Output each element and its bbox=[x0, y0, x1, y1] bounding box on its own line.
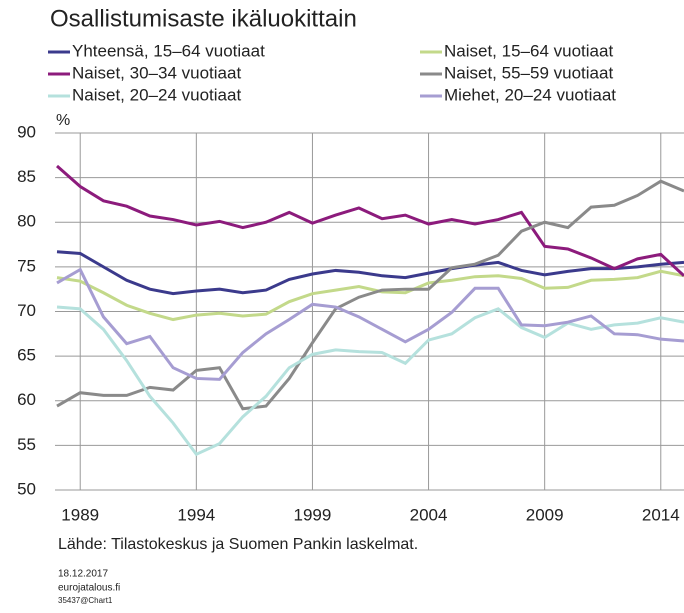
y-tick-label: 80 bbox=[17, 212, 36, 231]
y-unit: % bbox=[56, 112, 70, 129]
chart-title: Osallistumisaste ikäluokittain bbox=[50, 5, 357, 32]
x-tick-label: 2004 bbox=[410, 505, 448, 524]
series-line bbox=[56, 179, 684, 411]
y-tick-label: 55 bbox=[17, 435, 36, 454]
legend-label: Yhteensä, 15–64 vuotiaat bbox=[72, 41, 265, 60]
legend-label: Naiset, 55–59 vuotiaat bbox=[444, 63, 613, 82]
legend-label: Naiset, 20–24 vuotiaat bbox=[72, 85, 241, 104]
y-tick-label: 65 bbox=[17, 346, 36, 365]
y-tick-label: 70 bbox=[17, 301, 36, 320]
series-line bbox=[56, 305, 684, 457]
y-tick-label: 90 bbox=[17, 122, 36, 141]
x-tick-label: 1989 bbox=[61, 505, 99, 524]
y-tick-label: 60 bbox=[17, 390, 36, 409]
source: Lähde: Tilastokeskus ja Suomen Pankin la… bbox=[58, 536, 418, 553]
y-tick-label: 85 bbox=[17, 167, 36, 186]
footer-id: 35437@Chart1 bbox=[58, 596, 113, 605]
x-tick-label: 2014 bbox=[642, 505, 680, 524]
series-line bbox=[56, 267, 684, 381]
legend-label: Naiset, 15–64 vuotiaat bbox=[444, 41, 613, 60]
y-tick-label: 75 bbox=[17, 256, 36, 275]
series-line bbox=[56, 250, 684, 296]
x-tick-label: 1999 bbox=[294, 505, 332, 524]
series-line bbox=[56, 164, 684, 277]
footer-date: 18.12.2017 bbox=[58, 569, 108, 580]
x-tick-label: 2009 bbox=[526, 505, 564, 524]
x-tick-label: 1994 bbox=[177, 505, 215, 524]
y-tick-label: 50 bbox=[17, 479, 36, 498]
series-line bbox=[56, 269, 684, 322]
footer-site: eurojatalous.fi bbox=[58, 583, 120, 594]
legend-label: Miehet, 20–24 vuotiaat bbox=[444, 85, 616, 104]
legend-label: Naiset, 30–34 vuotiaat bbox=[72, 63, 241, 82]
